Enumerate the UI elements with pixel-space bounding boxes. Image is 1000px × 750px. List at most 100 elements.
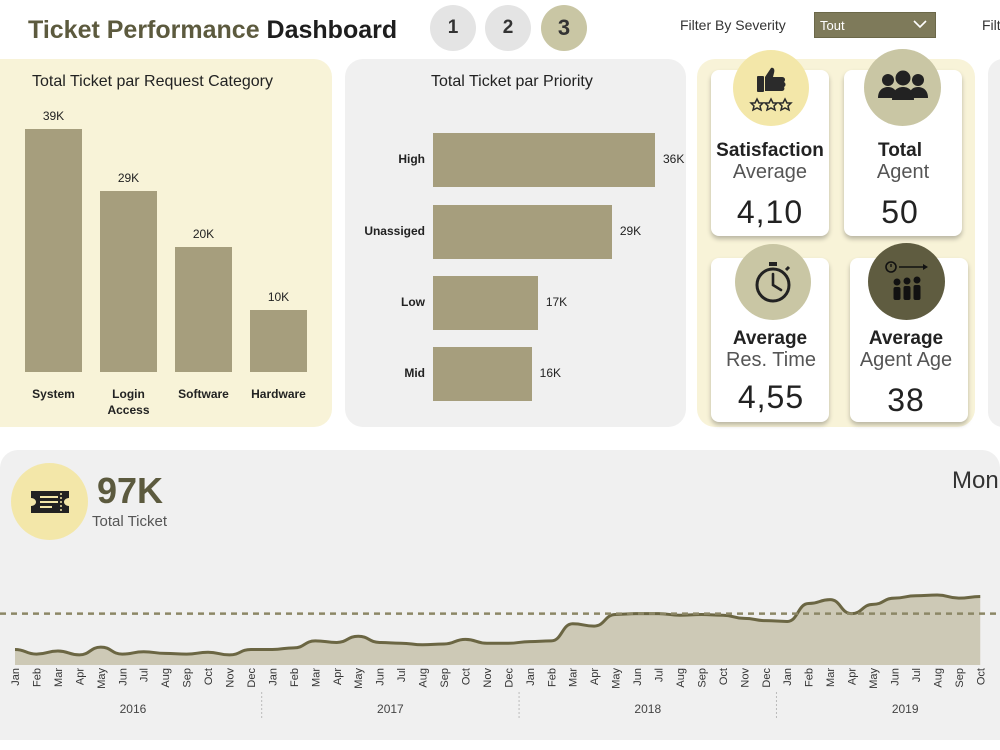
category-bar: [100, 191, 157, 372]
chevron-down-icon: [913, 17, 927, 34]
priority-label: Unassiged: [364, 224, 425, 238]
month-tick-label: Feb: [546, 668, 558, 687]
priority-bar: [433, 276, 538, 330]
month-tick-label: Aug: [160, 668, 172, 688]
month-tick-label: Aug: [675, 668, 687, 688]
month-tick-label: Mar: [568, 668, 580, 687]
month-tick-label: Oct: [975, 668, 987, 685]
month-tick-label: Jun: [117, 668, 129, 686]
month-tick-label: Dec: [761, 668, 773, 688]
ticket-icon: [11, 463, 88, 540]
month-tick-label: Jun: [889, 668, 901, 686]
month-tick-label: May: [96, 668, 108, 689]
filter-next-label: Filt: [982, 17, 1000, 33]
category-bar: [175, 247, 232, 372]
priority-bar: [433, 205, 612, 259]
month-tick-label: Oct: [718, 668, 730, 685]
month-tick-label: Jul: [396, 668, 408, 682]
month-tick-label: Mar: [310, 668, 322, 687]
category-bar: [25, 129, 82, 372]
category-bar-value: 10K: [267, 289, 290, 304]
category-label: Software: [178, 387, 229, 401]
res-time-value: 4,55: [737, 379, 805, 415]
month-tick-label: Jan: [782, 668, 794, 686]
satisfaction-value: 4,10: [736, 194, 804, 230]
month-tick-label: Sep: [182, 668, 194, 688]
priority-bar-chart: 36K High 29K Unassiged 17K Low 16K Mid: [345, 0, 690, 430]
month-tick-label: Feb: [804, 668, 816, 687]
total-agent-title: Total: [878, 140, 922, 161]
agent-age-value: 38: [887, 382, 925, 418]
month-tick-label: Apr: [847, 668, 859, 685]
month-tick-label: May: [611, 668, 623, 689]
category-label: System: [32, 387, 75, 401]
year-label: 2019: [892, 702, 919, 716]
priority-bar-value: 29K: [619, 224, 642, 238]
month-tick-label: Jan: [525, 668, 537, 686]
year-label: 2017: [377, 702, 404, 716]
category-label: Login Access: [107, 387, 150, 417]
month-tick-label: Dec: [503, 668, 515, 688]
next-panel-edge: [988, 59, 1000, 427]
month-tick-label: Jun: [632, 668, 644, 686]
area-fill: [15, 595, 981, 665]
month-tick-label: May: [353, 668, 365, 689]
page-1-button[interactable]: 1: [430, 5, 476, 51]
month-tick-label: Jun: [375, 668, 387, 686]
category-bar-value: 20K: [192, 227, 215, 242]
month-tick-label: Oct: [203, 668, 215, 685]
stopwatch-icon: [735, 244, 811, 320]
thumbs-up-stars-icon: [733, 50, 809, 126]
month-tick-label: Nov: [225, 668, 237, 688]
timeline-panel: [0, 450, 1000, 740]
monthly-chart-title: Mon: [952, 467, 999, 494]
agent-age-title: Average: [868, 328, 944, 349]
severity-dropdown[interactable]: Tout: [814, 12, 936, 38]
severity-dropdown-value: Tout: [820, 17, 845, 33]
month-tick-label: Sep: [954, 668, 966, 688]
page-title: Ticket Performance Dashboard: [28, 16, 397, 45]
month-tick-label: Mar: [825, 668, 837, 687]
month-tick-label: May: [868, 668, 880, 689]
page-2-button[interactable]: 2: [485, 5, 531, 51]
month-tick-label: Nov: [482, 668, 494, 688]
month-tick-label: Jul: [139, 668, 151, 682]
priority-bar-value: 36K: [663, 152, 685, 166]
people-group-icon: [864, 49, 941, 126]
month-tick-label: Jul: [911, 668, 923, 682]
month-tick-label: Feb: [289, 668, 301, 687]
month-tick-label: Mar: [53, 668, 65, 687]
month-tick-label: Oct: [460, 668, 472, 685]
agent-age-subtitle: Agent Age: [859, 349, 953, 371]
priority-chart-title: Total Ticket par Priority: [431, 73, 593, 90]
res-time-subtitle: Res. Time: [725, 349, 817, 371]
month-tick-label: Aug: [418, 668, 430, 688]
month-tick-label: Aug: [932, 668, 944, 688]
priority-label: Mid: [404, 366, 425, 380]
total-agent-value: 50: [881, 194, 919, 230]
month-tick-label: Apr: [74, 668, 86, 685]
total-agent-subtitle: Agent: [876, 161, 930, 183]
total-ticket-value: 97K: [97, 470, 164, 511]
page-3-button[interactable]: 3: [541, 5, 587, 51]
category-bar-value: 29K: [117, 171, 140, 186]
priority-label: Low: [401, 295, 425, 309]
priority-bar: [433, 347, 532, 401]
monthly-ticket-area-chart: Jan Feb Mar Apr May Jun Jul Aug Sep Oct Nov Dec Jan F…: [0, 593, 1000, 720]
category-label: Hardware: [251, 387, 306, 401]
title-part-1: Ticket Performance: [28, 16, 260, 44]
priority-label: High: [398, 152, 425, 166]
priority-bar: [433, 133, 655, 187]
filter-severity-label: Filter By Severity: [680, 17, 786, 33]
month-tick-label: Jan: [267, 668, 279, 686]
month-tick-label: Feb: [31, 668, 43, 687]
series-line: [14, 593, 981, 657]
category-bar-value: 39K: [42, 109, 65, 123]
month-tick-label: Dec: [246, 668, 258, 688]
year-label: 2016: [120, 702, 147, 716]
total-ticket-label: Total Ticket: [92, 513, 168, 530]
month-tick-label: Sep: [439, 668, 451, 688]
priority-bar-value: 17K: [545, 295, 568, 309]
month-tick-label: Nov: [739, 668, 751, 688]
category-chart-title: Total Ticket par Request Category: [32, 73, 274, 90]
